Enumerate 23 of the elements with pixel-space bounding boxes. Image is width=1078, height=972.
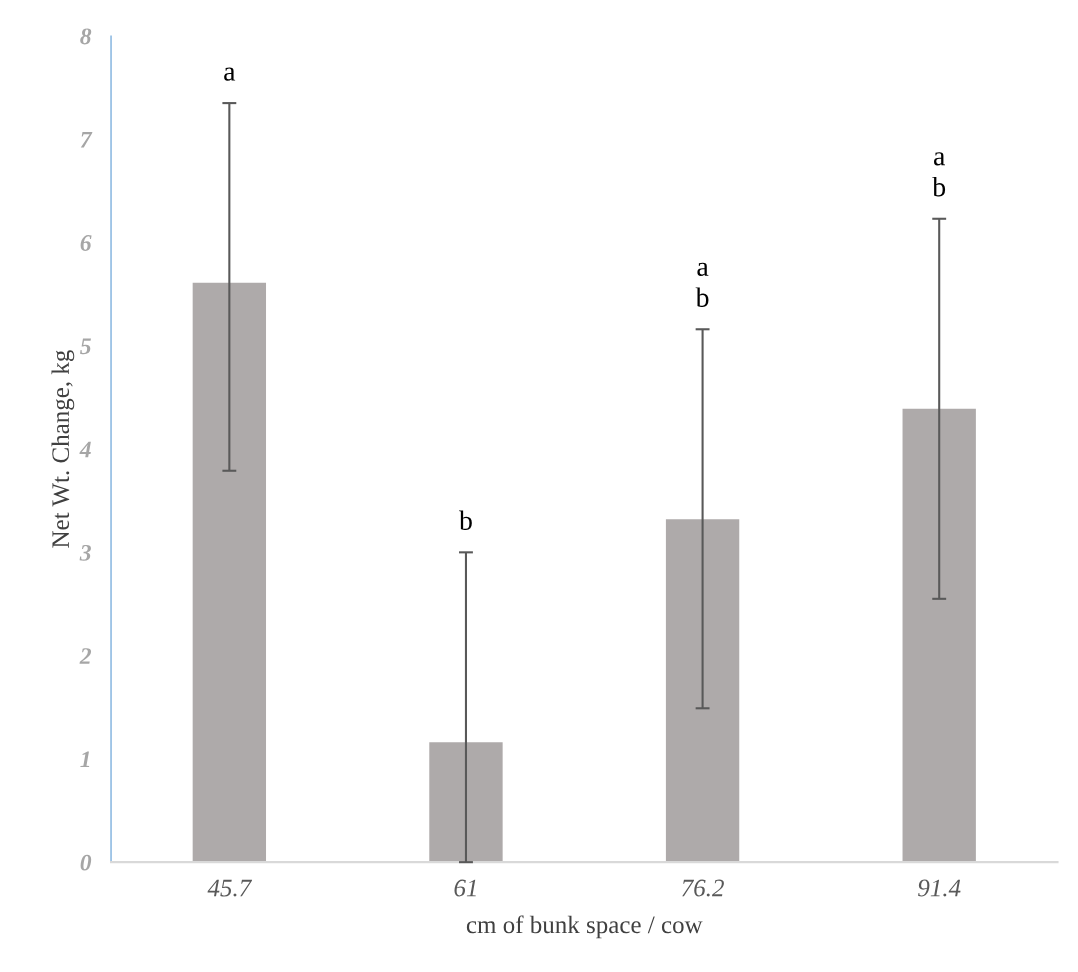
y-tick-label: 6 [80, 235, 92, 251]
x-tick-label: 76.2 [682, 879, 724, 897]
bar [192, 282, 267, 863]
x-tick-label: 61 [454, 879, 476, 897]
y-tick-label: 7 [80, 131, 93, 148]
y-tick-label: 8 [80, 28, 92, 45]
y-axis-title: Net Wt. Change, kg [51, 350, 75, 548]
x-tick-label: 91.4 [918, 879, 961, 897]
y-tick-label: 5 [80, 338, 91, 355]
bar [429, 742, 503, 863]
y-tick-label: 4 [79, 441, 91, 458]
x-axis-title: cm of bunk space / cow [466, 915, 703, 939]
y-tick-label: 2 [79, 648, 92, 664]
y-tick-label: 3 [79, 544, 91, 561]
y-tick-label: 0 [80, 854, 92, 871]
annotation: a b [695, 262, 709, 307]
annotation: a [224, 67, 236, 81]
y-tick-label: 1 [80, 751, 90, 768]
x-tick-label: 45.7 [207, 879, 253, 897]
annotation: b [459, 510, 472, 531]
bar [665, 519, 740, 863]
bar [902, 408, 976, 863]
annotation: a b [932, 152, 946, 197]
